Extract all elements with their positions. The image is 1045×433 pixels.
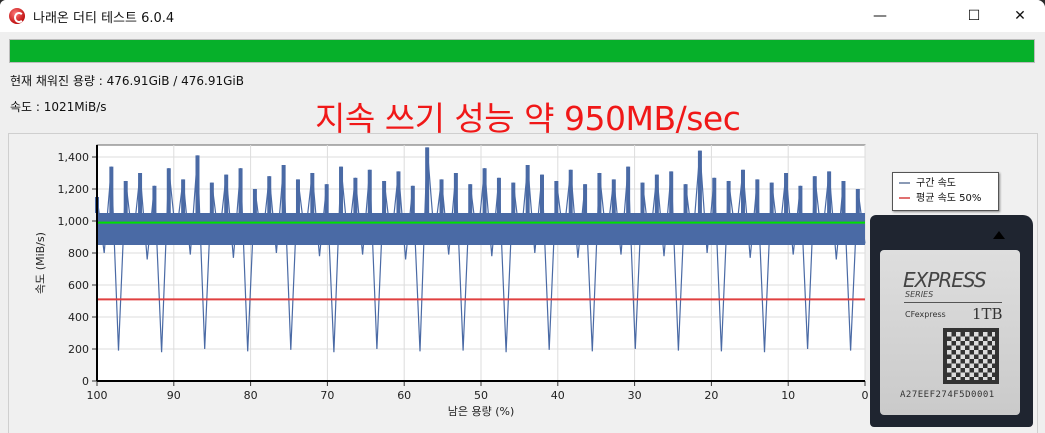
y-tick-label: 1,400 <box>58 151 90 164</box>
legend-swatch-icon <box>899 197 910 199</box>
x-axis-label: 남은 용량 (%) <box>448 405 515 418</box>
x-tick-label: 30 <box>628 389 642 402</box>
progress-bar <box>9 39 1035 63</box>
x-tick-label: 20 <box>704 389 718 402</box>
y-axis-label: 속도 (MiB/s) <box>34 232 47 294</box>
y-tick-label: 400 <box>68 311 89 324</box>
capacity-text: 현재 채워진 용량 : 476.91GiB / 476.91GiB <box>10 74 244 88</box>
y-tick-label: 200 <box>68 343 89 356</box>
minimize-button[interactable]: — <box>873 8 887 24</box>
x-tick-label: 0 <box>862 389 869 402</box>
title-bar: 나래온 더티 테스트 6.0.4 — ☐ ✕ <box>0 0 1045 32</box>
cfexpress-card-image: EXPRESS SERIES CFexpress 1TB A27EEF274F5… <box>870 215 1033 427</box>
x-tick-label: 80 <box>244 389 258 402</box>
progress-fill <box>10 40 1034 62</box>
maximize-button[interactable]: ☐ <box>967 8 981 24</box>
qr-code-icon <box>943 328 999 384</box>
x-tick-label: 60 <box>397 389 411 402</box>
chart-legend: 구간 속도 평균 속도 50% <box>892 172 999 211</box>
window-title: 나래온 더티 테스트 6.0.4 <box>33 11 175 26</box>
y-tick-label: 600 <box>68 279 89 292</box>
x-tick-label: 90 <box>167 389 181 402</box>
card-brand: EXPRESS <box>903 268 987 292</box>
y-tick-label: 800 <box>68 247 89 260</box>
divider <box>904 302 1002 303</box>
card-serial: A27EEF274F5D0001 <box>900 390 995 400</box>
legend-item: 평균 속도 50% <box>899 191 992 206</box>
x-tick-label: 10 <box>781 389 795 402</box>
x-tick-label: 100 <box>87 389 108 402</box>
speed-text: 속도 : 1021MiB/s <box>10 100 107 114</box>
card-series: SERIES <box>905 290 934 299</box>
y-tick-label: 1,000 <box>58 215 90 228</box>
close-button[interactable]: ✕ <box>1014 8 1026 24</box>
triangle-icon <box>993 231 1005 239</box>
y-tick-label: 0 <box>82 375 89 388</box>
legend-label: 평균 속도 50% <box>916 193 982 204</box>
legend-swatch-icon <box>899 182 910 184</box>
x-tick-label: 40 <box>551 389 565 402</box>
legend-label: 구간 속도 <box>916 178 956 189</box>
annotation-text: 지속 쓰기 성능 약 950MB/sec <box>315 99 741 138</box>
card-type: CFexpress <box>905 310 946 319</box>
x-tick-label: 50 <box>474 389 488 402</box>
legend-item: 구간 속도 <box>899 176 992 191</box>
y-tick-label: 1,200 <box>58 183 90 196</box>
card-capacity: 1TB <box>972 305 1003 323</box>
card-label: EXPRESS SERIES CFexpress 1TB A27EEF274F5… <box>880 250 1020 415</box>
speed-band <box>97 213 865 245</box>
app-logo-icon <box>9 8 25 24</box>
x-tick-label: 70 <box>320 389 334 402</box>
